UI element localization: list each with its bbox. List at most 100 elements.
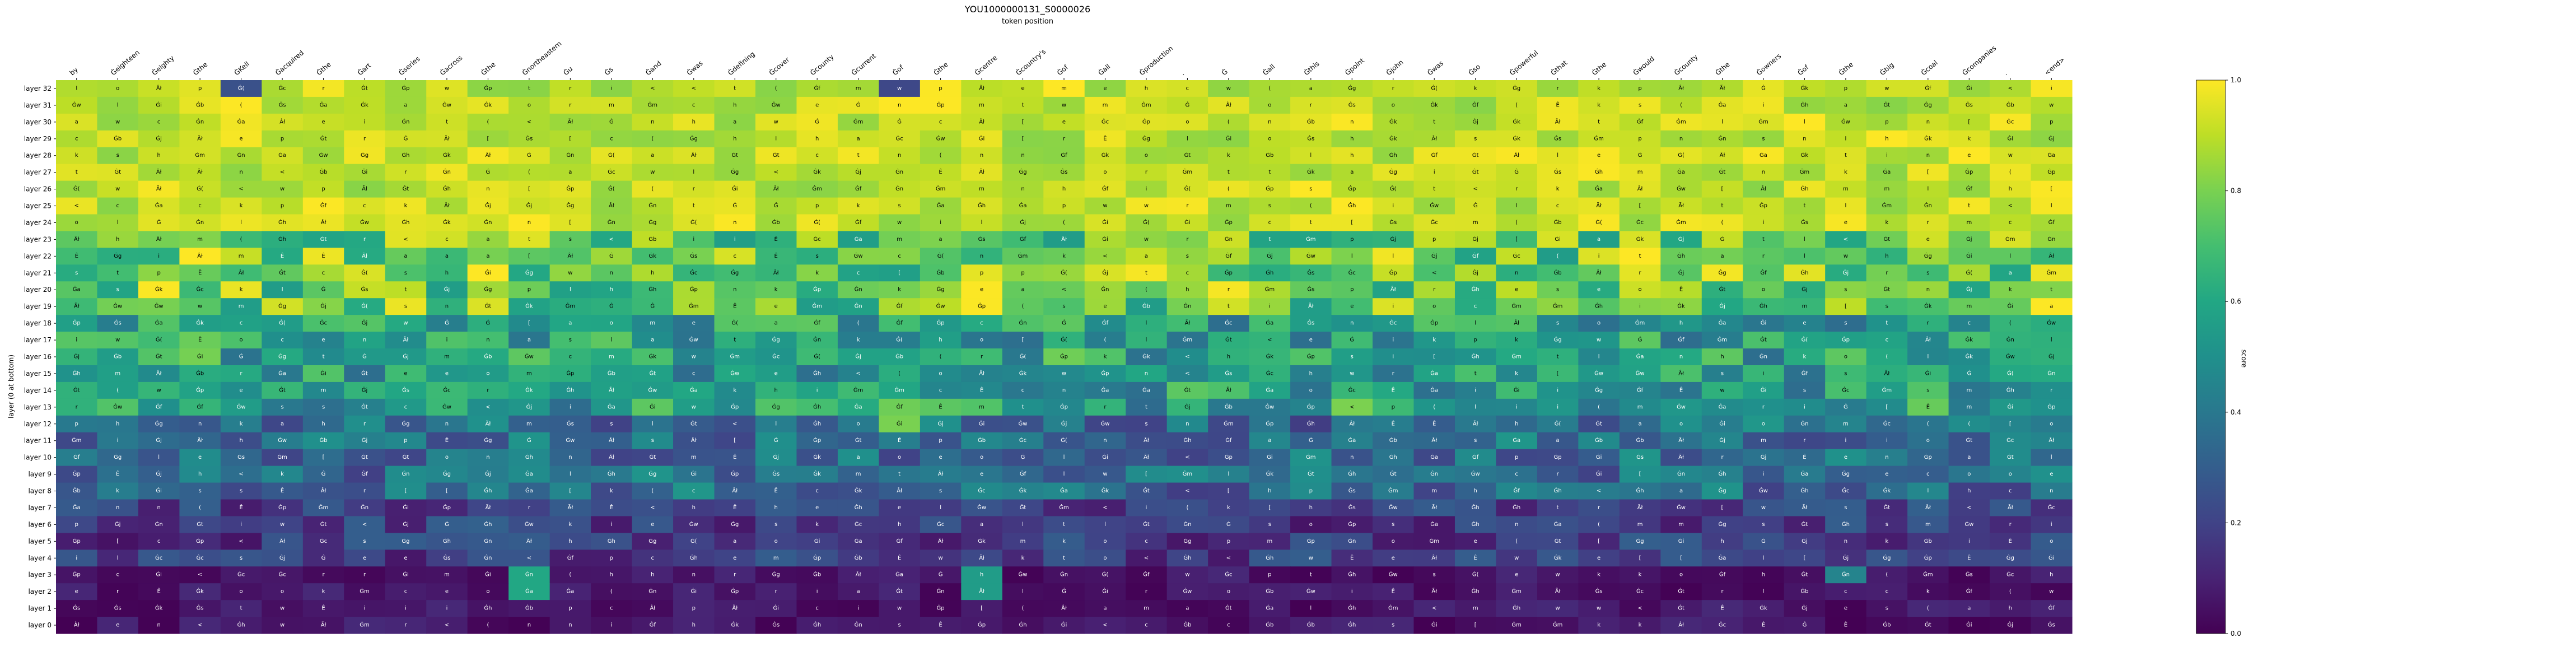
heatmap-cell-label: Ġj	[1719, 436, 1725, 444]
heatmap-cell-label: Ġ	[1967, 369, 1971, 376]
heatmap-cell	[796, 96, 838, 114]
heatmap-cell-label: Ġb	[648, 235, 656, 243]
heatmap-cell	[1249, 113, 1291, 131]
heatmap-cell-label: Ġf	[1802, 369, 1808, 376]
heatmap-cell-label: Ġn	[1225, 235, 1233, 243]
heatmap-cell-label: c	[939, 119, 942, 125]
heatmap-cell-label: Ġp	[1060, 353, 1068, 360]
heatmap-cell	[1002, 164, 1044, 181]
heatmap-cell-label: Ġp	[1348, 185, 1356, 192]
heatmap-cell	[1825, 315, 1867, 332]
heatmap-cell	[1578, 315, 1620, 332]
heatmap-cell	[1825, 415, 1867, 433]
heatmap-cell-label: Ġf	[1514, 487, 1520, 494]
colorbar-label: score	[2240, 350, 2248, 367]
heatmap-cell	[549, 315, 591, 332]
heatmap-cell	[920, 315, 962, 332]
heatmap-cell-label: Ġw	[1306, 588, 1315, 595]
heatmap-cell	[138, 248, 180, 265]
heatmap-cell-label: p	[1227, 538, 1230, 544]
heatmap-cell-label: Ġa	[855, 537, 862, 544]
heatmap-cell-label: m	[526, 421, 532, 427]
heatmap-cell-label: Ġt	[1308, 470, 1314, 477]
heatmap-cell-label: Ġh	[2006, 386, 2014, 393]
heatmap-cell-label: <	[1967, 505, 1971, 511]
heatmap-cell	[2031, 197, 2073, 215]
heatmap-cell	[1208, 248, 1250, 265]
heatmap-cell	[138, 130, 180, 148]
heatmap-cell-label: Ġf	[896, 319, 903, 327]
heatmap-cell	[1784, 365, 1826, 383]
heatmap-cell-label: (	[1310, 203, 1312, 209]
heatmap-cell-label: Ġm	[648, 101, 658, 108]
heatmap-cell	[467, 147, 509, 165]
heatmap-cell-label: i	[610, 85, 612, 91]
heatmap-cell-label: e	[445, 370, 449, 376]
heatmap-cell-label: l	[940, 505, 941, 511]
heatmap-cell	[1373, 96, 1415, 114]
heatmap-cell-label: Ġf	[1102, 185, 1109, 192]
heatmap-cell	[1331, 214, 1373, 232]
heatmap-cell	[591, 180, 633, 198]
heatmap-cell-label: c	[1886, 589, 1889, 595]
heatmap-cell	[467, 231, 509, 248]
heatmap-cell	[1413, 96, 1455, 114]
heatmap-cell-label: Ġ(	[1061, 436, 1067, 444]
heatmap-cell-label: p	[1062, 203, 1066, 209]
heatmap-cell-label: e	[1474, 538, 1477, 544]
heatmap-cell-label: i	[1392, 203, 1394, 209]
heatmap-cell	[1413, 281, 1455, 299]
heatmap-cell-label: e	[980, 287, 983, 293]
heatmap-cell	[1208, 348, 1250, 366]
heatmap-cell-label: Ġh	[525, 453, 533, 460]
heatmap-cell-label: e	[1844, 220, 1847, 226]
heatmap-cell-label: m	[856, 85, 861, 91]
heatmap-cell-label: Ġn	[484, 554, 492, 561]
heatmap-cell	[1166, 398, 1208, 416]
heatmap-cell	[1249, 197, 1291, 215]
heatmap-cell-label: Ġb	[1142, 302, 1150, 310]
heatmap-cell	[1660, 398, 1702, 416]
heatmap-cell-label: s	[75, 270, 78, 276]
heatmap-cell-label: Ġa	[1430, 453, 1438, 460]
heatmap-cell-label: Ġh	[1636, 487, 1644, 494]
heatmap-cell-label: l	[282, 287, 283, 293]
heatmap-cell-label: o	[1309, 387, 1313, 393]
heatmap-cell	[56, 214, 98, 232]
heatmap-cell-label: a	[2050, 304, 2053, 310]
heatmap-cell	[1002, 180, 1044, 198]
heatmap-cell-label: h	[898, 522, 901, 528]
heatmap-cell	[2031, 365, 2073, 383]
heatmap-cell-label: n	[1926, 119, 1930, 125]
heatmap-cell-label: Ġa	[1554, 520, 1562, 528]
heatmap-cell	[1331, 281, 1373, 299]
heatmap-cell	[1990, 96, 2032, 114]
heatmap-cell	[1866, 315, 1908, 332]
heatmap-cell-label: s	[1474, 136, 1477, 142]
heatmap-cell-label: w	[1597, 337, 1601, 343]
heatmap-cell	[1084, 231, 1126, 248]
heatmap-cell-label: o	[1145, 152, 1148, 159]
heatmap-cell	[1866, 248, 1908, 265]
heatmap-cell-label: e	[1103, 85, 1107, 91]
heatmap-cell-label: s	[1433, 572, 1436, 578]
heatmap-cell-label: o	[528, 102, 531, 108]
heatmap-cell	[920, 365, 962, 383]
heatmap-cell	[426, 214, 468, 232]
heatmap-cell	[1825, 96, 1867, 114]
heatmap-cell-label: m	[526, 370, 532, 376]
heatmap-cell	[1126, 96, 1168, 114]
heatmap-cell-label: Ġa	[525, 487, 533, 494]
heatmap-cell-label: l	[1598, 354, 1600, 360]
heatmap-cell	[1701, 381, 1743, 399]
heatmap-cell	[179, 315, 221, 332]
heatmap-cell	[1454, 197, 1497, 215]
heatmap-cell-label: Ġb	[1266, 621, 1273, 629]
heatmap-cell	[1948, 197, 1990, 215]
heatmap-cell-label: m	[1966, 304, 1972, 310]
heatmap-cell-label: n	[980, 253, 983, 259]
heatmap-cell-label: n	[1762, 169, 1765, 175]
heatmap-cell	[508, 281, 550, 299]
heatmap-cell-label: Ġs	[1636, 453, 1644, 460]
y-tick-label: layer 9	[28, 471, 52, 478]
